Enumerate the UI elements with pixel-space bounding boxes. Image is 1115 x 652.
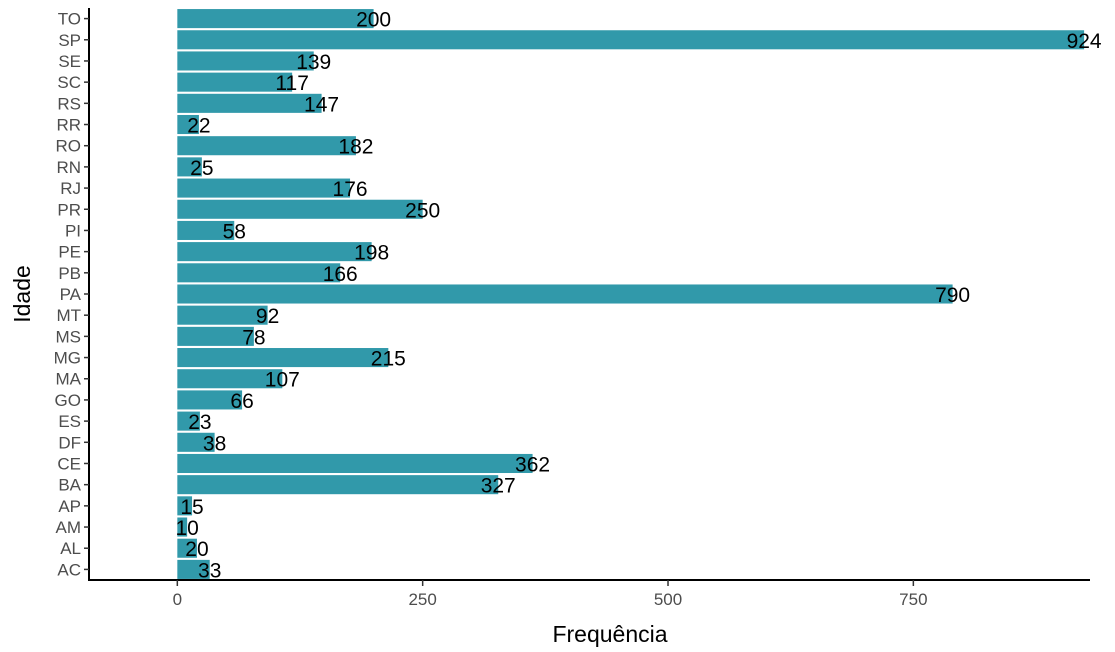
y-tick-label-pr: PR [57,200,81,219]
data-label-ac: 33 [198,559,221,582]
data-label-mt: 92 [256,305,279,328]
bar-sp [177,30,1085,50]
y-tick-label-sp: SP [58,31,81,50]
x-tick-label-250: 250 [408,590,436,609]
y-tick-label-es: ES [58,412,81,431]
data-label-es: 23 [188,411,211,434]
bar-pa [177,284,953,304]
y-tick-label-pb: PB [58,264,81,283]
bar-am [177,517,188,537]
x-tick-label-500: 500 [654,590,682,609]
y-tick-label-ro: RO [56,137,82,156]
y-tick-label-pe: PE [58,243,81,262]
y-tick-label-rj: RJ [60,179,81,198]
data-label-al: 20 [185,538,208,561]
data-label-sc: 117 [275,72,308,95]
bar-mg [177,348,389,368]
x-axis-title: Frequência [552,621,667,647]
data-label-to: 200 [356,9,391,32]
x-axis: 0 250 500 750 [88,579,1090,609]
y-tick-label-rr: RR [56,116,81,135]
bar-rr [177,114,199,135]
data-label-rr: 22 [187,115,210,138]
bar-df [177,432,215,452]
data-label-rj: 176 [333,178,368,201]
y-tick-label-go: GO [55,391,81,410]
bar-pi [177,220,235,240]
data-label-sp: 924 [1067,30,1102,53]
data-label-go: 66 [230,390,253,413]
bar-se [177,51,314,71]
bar-to [177,9,374,29]
y-tick-label-rs: RS [57,94,81,113]
bar-pr [177,199,423,219]
y-axis: AC AL AM AP BA CE DF ES GO MA MG MS MT PA PB PE PI PR RJ RN… [54,8,90,580]
bar-ce [177,453,533,474]
bar-pb [177,263,341,283]
bar-al [177,538,197,558]
bar-rn [177,157,202,177]
y-tick-label-df: DF [58,433,81,452]
data-label-mg: 215 [371,348,406,371]
data-label-ro: 182 [338,136,373,159]
bar-rs [177,93,322,113]
bar-go [177,390,243,410]
data-label-rn: 25 [190,157,213,180]
bars-layer [177,9,1085,579]
data-label-pi: 58 [223,220,246,243]
y-tick-label-ce: CE [57,454,81,473]
data-label-pr: 250 [405,199,440,222]
data-label-rs: 147 [304,93,339,116]
data-label-ce: 362 [515,453,550,476]
data-label-se: 139 [296,51,331,74]
bar-ac [177,559,210,579]
y-tick-label-al: AL [60,539,81,558]
y-tick-label-ap: AP [58,497,81,516]
data-label-am: 10 [175,517,198,540]
bar-es [177,411,200,431]
data-label-ms: 78 [242,326,265,349]
bar-ba [177,475,499,495]
y-tick-label-ac: AC [57,560,81,579]
x-tick-label-750: 750 [899,590,927,609]
y-tick-label-ma: MA [56,370,82,389]
bar-ms [177,326,254,346]
data-label-pa: 790 [935,284,970,307]
data-label-pb: 166 [323,263,358,286]
y-tick-label-am: AM [56,518,82,537]
data-label-ma: 107 [265,369,300,392]
y-tick-label-sc: SC [57,73,81,92]
y-tick-label-ms: MS [56,327,82,346]
y-tick-label-mt: MT [56,306,81,325]
y-tick-label-pa: PA [60,285,82,304]
data-label-ba: 327 [481,475,516,498]
data-label-df: 38 [203,432,226,455]
bar-sc [177,72,293,92]
bar-ma [177,369,283,389]
y-tick-label-rn: RN [56,158,81,177]
y-tick-label-se: SE [58,52,81,71]
x-tick-label-0: 0 [173,590,182,609]
bar-mt [177,305,268,325]
bar-ap [177,496,193,516]
bar-ro [177,136,356,156]
y-tick-label-mg: MG [54,349,81,368]
y-tick-label-pi: PI [65,221,81,240]
bar-rj [177,178,351,198]
y-tick-label-to: TO [58,10,81,29]
y-tick-label-ba: BA [58,476,81,495]
data-label-pe: 198 [354,242,389,265]
y-axis-title: Idade [9,265,35,323]
data-label-ap: 15 [180,496,203,519]
bar-pe [177,242,372,262]
